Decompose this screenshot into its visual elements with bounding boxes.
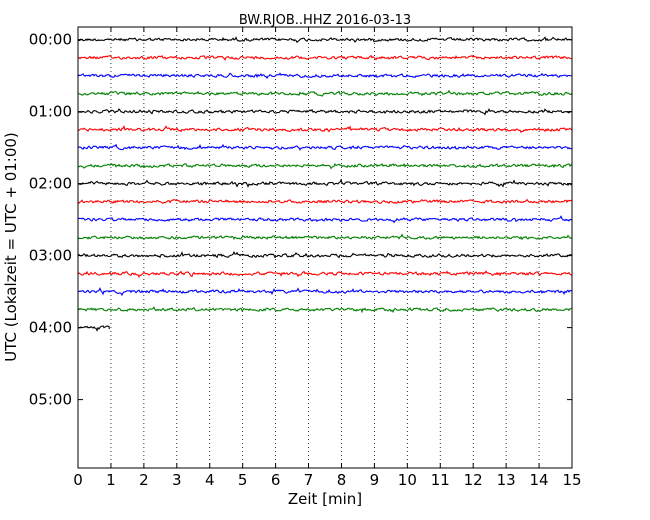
y-tick-label: 01:00: [29, 103, 72, 121]
y-axis-label: UTC (Lokalzeit = UTC + 01:00): [2, 132, 20, 362]
trace-0300: [77, 250, 573, 259]
trace-0100: [77, 108, 573, 116]
trace-0030: [77, 72, 573, 80]
x-tick-label: 10: [398, 471, 417, 489]
x-tick-label: 14: [530, 471, 549, 489]
plot-frame: [77, 26, 573, 469]
y-tick-label: 03:00: [29, 247, 72, 265]
x-tick-label: 7: [304, 471, 314, 489]
x-tick-label: 5: [238, 471, 248, 489]
x-tick-label: 11: [431, 471, 450, 489]
trace-0000: [77, 36, 573, 44]
trace-0345: [77, 306, 573, 314]
trace-0045: [77, 89, 573, 97]
x-tick-label: 9: [370, 471, 380, 489]
trace-0230: [77, 215, 573, 224]
x-tick-label: 4: [205, 471, 215, 489]
x-tick-label: 1: [106, 471, 116, 489]
trace-0015: [77, 54, 573, 61]
y-tick-label: 00:00: [29, 31, 72, 49]
x-axis-label: Zeit [min]: [288, 490, 362, 508]
trace-0215: [77, 198, 573, 204]
x-axis-ticks: 0 1 2 3 4 5 6 7 8 9 10 11 12 13 14 15: [73, 27, 582, 489]
x-tick-label: 3: [172, 471, 182, 489]
x-tick-label: 15: [562, 471, 581, 489]
chart-title: BW.RJOB..HHZ 2016-03-13: [239, 13, 411, 28]
y-tick-label: 05:00: [29, 391, 72, 409]
trace-0245: [77, 233, 573, 241]
trace-0130: [77, 143, 573, 151]
x-tick-label: 2: [139, 471, 149, 489]
x-tick-label: 0: [73, 471, 83, 489]
trace-0145: [77, 162, 573, 170]
x-tick-label: 12: [464, 471, 483, 489]
trace-0330: [77, 287, 573, 297]
trace-0315: [77, 270, 573, 278]
x-tick-label: 13: [497, 471, 516, 489]
vertical-grid-lines: [110, 27, 540, 468]
x-tick-label: 6: [271, 471, 281, 489]
trace-0400: [77, 325, 110, 332]
x-tick-label: 8: [337, 471, 347, 489]
trace-0200: [77, 178, 573, 188]
y-axis-ticks: 00:00 01:00 02:00 03:00 04:00 05:00: [29, 31, 572, 409]
y-tick-label: 04:00: [29, 319, 72, 337]
seismogram-traces: [77, 36, 573, 332]
y-tick-label: 02:00: [29, 175, 72, 193]
trace-0115: [77, 124, 573, 134]
